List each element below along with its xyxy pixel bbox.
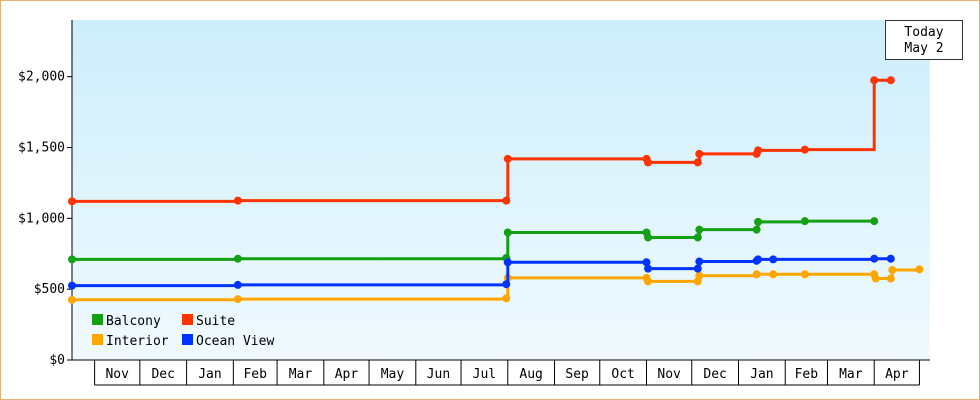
legend-swatch: [182, 334, 193, 345]
x-tick-label: Nov: [105, 367, 129, 382]
data-point: [800, 217, 809, 226]
data-point: [915, 265, 924, 274]
data-point: [695, 271, 704, 280]
x-tick-label: Apr: [885, 367, 909, 382]
data-point: [233, 295, 242, 304]
data-point: [644, 233, 653, 242]
data-point: [871, 274, 880, 283]
x-tick-label: Apr: [335, 367, 359, 382]
legend-swatch: [92, 334, 103, 345]
data-point: [752, 225, 761, 234]
data-point: [68, 281, 76, 290]
data-point: [886, 76, 895, 85]
data-point: [503, 154, 512, 163]
x-tick-label: Nov: [657, 367, 681, 382]
today-label: Today: [904, 25, 944, 40]
today-annotation: Today May 2: [885, 20, 963, 60]
x-tick-label: Aug: [519, 367, 542, 382]
data-point: [888, 266, 897, 275]
legend-label: Suite: [196, 314, 235, 329]
data-point: [68, 295, 76, 304]
data-point: [502, 280, 511, 289]
data-point: [693, 158, 702, 167]
data-point: [502, 196, 511, 205]
data-point: [695, 225, 704, 234]
data-point: [754, 146, 763, 155]
legend-label: Interior: [106, 334, 169, 349]
y-tick-label: $2,000: [18, 70, 65, 85]
data-point: [502, 294, 511, 303]
data-point: [68, 197, 76, 206]
data-point: [754, 217, 763, 226]
legend-label: Balcony: [106, 314, 161, 329]
data-point: [870, 76, 879, 85]
x-tick-label: Oct: [611, 367, 634, 382]
x-tick-label: Jan: [750, 367, 773, 382]
x-tick-label: Jan: [198, 367, 221, 382]
data-point: [800, 145, 809, 154]
data-point: [752, 270, 761, 279]
x-tick-label: Feb: [795, 367, 819, 382]
x-tick-label: Jul: [473, 367, 496, 382]
data-point: [769, 255, 778, 264]
x-tick-label: May: [381, 367, 405, 382]
data-point: [693, 233, 702, 242]
legend-label: Ocean View: [196, 334, 274, 349]
x-tick-label: Mar: [289, 367, 313, 382]
legend-swatch: [92, 314, 103, 325]
data-point: [503, 228, 512, 237]
data-point: [642, 258, 651, 267]
x-tick-label: Mar: [839, 367, 863, 382]
x-tick-label: Dec: [703, 367, 726, 382]
data-point: [886, 274, 895, 283]
data-point: [870, 254, 879, 263]
legend-swatch: [182, 314, 193, 325]
data-point: [233, 280, 242, 289]
data-point: [695, 149, 704, 158]
data-point: [693, 264, 702, 273]
data-point: [503, 258, 512, 267]
y-tick-label: $1,000: [18, 211, 65, 226]
data-point: [886, 254, 895, 263]
data-point: [644, 264, 653, 273]
series-interior: [68, 265, 924, 304]
y-tick-label: $500: [34, 282, 65, 297]
data-point: [233, 254, 242, 263]
data-point: [754, 255, 763, 264]
data-point: [644, 158, 653, 167]
data-point: [68, 255, 76, 264]
today-date: May 2: [904, 41, 944, 56]
series-ocean-view: [68, 254, 895, 290]
plot-area: [72, 20, 930, 360]
data-point: [769, 270, 778, 279]
data-point: [233, 196, 242, 205]
y-tick-label: $0: [49, 353, 65, 368]
x-tick-label: Feb: [243, 367, 267, 382]
y-tick-label: $1,500: [18, 141, 65, 156]
series-suite: [68, 76, 895, 206]
data-point: [644, 277, 653, 286]
data-point: [695, 257, 704, 266]
data-point: [800, 270, 809, 279]
x-tick-label: Sep: [565, 367, 589, 382]
x-tick-label: Jun: [427, 367, 450, 382]
data-point: [870, 217, 879, 226]
x-tick-label: Dec: [151, 367, 174, 382]
